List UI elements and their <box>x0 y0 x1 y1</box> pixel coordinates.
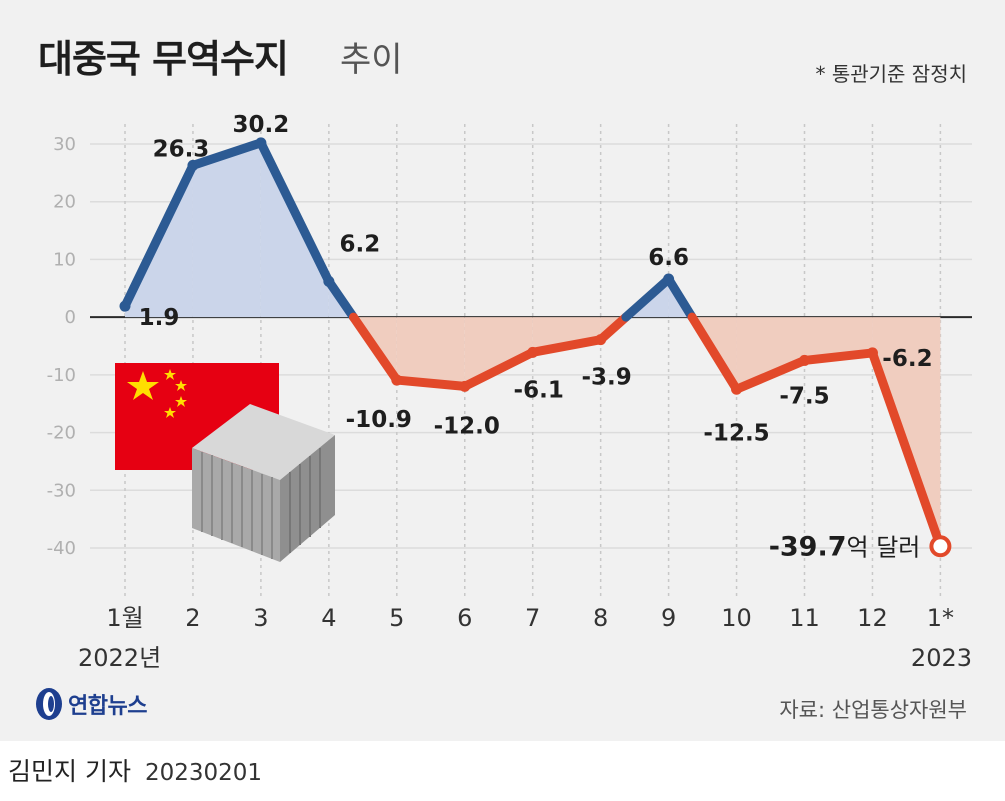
x-tick-label: 6 <box>457 604 472 632</box>
data-point <box>527 346 539 358</box>
data-label: -12.0 <box>434 413 500 439</box>
yonhap-logo-icon <box>34 686 64 722</box>
x-year-label: 2022년 <box>78 644 161 672</box>
x-tick-label: 10 <box>721 604 752 632</box>
data-point <box>119 300 131 312</box>
chart-title: 대중국 무역수지 <box>38 37 289 81</box>
yonhap-logo: 연합뉴스 <box>34 686 147 722</box>
data-point <box>731 383 743 395</box>
data-label: -10.9 <box>346 407 412 433</box>
series-line-negative <box>800 348 877 365</box>
axis-labels: 30 20 10 0 -10 -20 -30 -40 1월 2 3 4 5 6 7 8 9 10 11 12 1* 202… <box>47 134 972 672</box>
data-label-unit: 억 달러 <box>847 533 921 561</box>
positive-area <box>192 142 261 318</box>
data-label: -12.5 <box>703 420 769 446</box>
x-tick-label: 12 <box>857 604 888 632</box>
negative-area <box>804 317 873 361</box>
data-label: -6.1 <box>514 377 564 403</box>
x-tick-label: 4 <box>321 604 336 632</box>
data-point <box>255 137 267 149</box>
negative-area <box>532 317 601 353</box>
data-point <box>799 354 810 366</box>
data-label-last: -39.7억 달러 <box>769 531 921 562</box>
data-point <box>187 159 199 171</box>
shipping-container-icon <box>192 404 335 562</box>
data-point <box>663 273 675 285</box>
y-tick-label: 20 <box>53 192 76 213</box>
series-line-positive <box>621 274 674 322</box>
series-line-positive <box>188 138 266 170</box>
series-line-negative <box>348 312 402 385</box>
negative-area <box>464 317 533 387</box>
series-line-negative <box>596 312 631 345</box>
x-tick-label: 1월 <box>106 604 143 632</box>
trade-balance-chart: 1.9 26.3 30.2 6.2 -10.9 -12.0 -6.1 -3.9 6.6 -12.5… <box>47 112 972 672</box>
data-label: -6.2 <box>882 346 932 372</box>
x-tick-label: 3 <box>253 604 268 632</box>
x-tick-label: 7 <box>525 604 540 632</box>
y-tick-label: 0 <box>65 307 76 328</box>
chart-subtitle: 추이 <box>340 40 403 80</box>
negative-area <box>736 317 805 390</box>
series-line-positive <box>256 138 334 286</box>
data-label: 26.3 <box>153 136 210 162</box>
x-tick-label: 1* <box>927 604 954 632</box>
data-labels: 1.9 26.3 30.2 6.2 -10.9 -12.0 -6.1 -3.9 6.6 -12.5… <box>139 112 933 562</box>
series-line-negative <box>687 312 742 394</box>
x-year-label: 2023 <box>911 644 972 672</box>
negative-area <box>396 317 465 387</box>
y-tick-label: -20 <box>47 423 76 444</box>
data-label: -7.5 <box>779 383 829 409</box>
x-tick-label: 9 <box>661 604 676 632</box>
chart-note: * 통관기준 잠정치 <box>815 62 967 86</box>
series-points <box>119 137 952 558</box>
source-text: 자료: 산업통상자원부 <box>779 698 967 722</box>
series-line-negative <box>867 348 945 551</box>
data-point <box>391 374 403 386</box>
data-label-value: -39.7 <box>769 531 847 562</box>
series-line-negative <box>460 347 538 391</box>
data-point <box>595 334 607 346</box>
series-line-positive <box>664 274 697 322</box>
series-line-negative <box>528 335 606 357</box>
data-point <box>323 275 335 287</box>
data-point <box>459 380 471 392</box>
x-tick-label: 11 <box>789 604 820 632</box>
data-label: 1.9 <box>139 305 180 331</box>
yonhap-logo-text: 연합뉴스 <box>68 694 147 719</box>
publish-date: 20230201 <box>144 760 263 786</box>
series-line-positive <box>120 160 198 311</box>
flag-stars-icon <box>127 369 187 418</box>
data-point <box>866 347 878 359</box>
data-point-last <box>929 535 952 558</box>
byline: 김민지 기자 20230201 <box>8 752 262 788</box>
y-tick-label: -30 <box>47 480 76 501</box>
y-tick-label: 30 <box>53 134 76 155</box>
x-tick-label: 5 <box>389 604 404 632</box>
x-tick-label: 2 <box>185 604 200 632</box>
china-flag-container-illustration <box>115 363 335 562</box>
series-line-positive <box>324 276 358 322</box>
x-tick-label: 8 <box>593 604 608 632</box>
series-lines <box>120 138 945 551</box>
data-label: 30.2 <box>233 112 290 138</box>
reporter-name: 김민지 기자 <box>8 757 131 786</box>
data-label: 6.2 <box>339 231 380 257</box>
series-line-negative <box>732 355 809 394</box>
y-tick-label: -40 <box>47 538 76 559</box>
y-tick-label: 10 <box>53 249 76 270</box>
data-label: 6.6 <box>648 245 689 271</box>
series-line-negative <box>392 375 470 391</box>
y-tick-label: -10 <box>47 365 76 386</box>
data-label: -3.9 <box>582 365 632 391</box>
